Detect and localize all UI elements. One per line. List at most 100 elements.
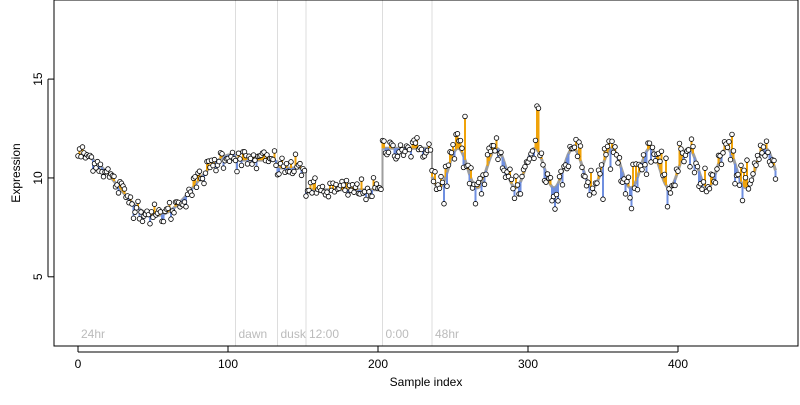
data-point [133,205,140,211]
data-point [571,144,578,150]
plot-frame [53,0,799,347]
data-point [643,171,650,177]
data-point [219,151,225,157]
data-point [151,201,158,207]
data-point [451,156,458,162]
data-point [495,156,501,163]
data-point [556,173,563,180]
data-point [271,148,278,154]
data-point [270,156,276,163]
data-point [193,184,200,190]
data-point [667,190,674,196]
data-point [535,105,542,112]
phase-label-5: 48hr [435,327,459,341]
data-point [213,167,219,174]
data-point [690,143,696,150]
data-point [609,138,615,145]
data-point [639,166,645,173]
data-point [739,197,746,204]
data-point [487,148,494,155]
data-point [363,196,369,203]
data-point [181,199,188,205]
data-point [301,167,308,174]
data-point [589,185,596,192]
data-point [663,155,669,161]
data-point [510,185,516,192]
phase-label-2: dusk [281,327,307,341]
data-point [88,154,95,160]
data-point [772,176,779,182]
data-point [445,162,452,168]
data-point [627,195,633,201]
data-point [472,201,479,207]
data-point [481,181,488,188]
data-point [298,172,305,179]
x-tick-label: 400 [668,357,688,371]
data-point [597,171,603,177]
data-point [139,218,146,225]
data-point [432,169,438,175]
data-point [640,152,647,158]
data-point [661,171,668,178]
data-point [694,163,701,170]
data-point [579,164,585,171]
data-point [394,153,401,160]
data-point [735,171,741,178]
phase-label-0: 24hr [81,327,105,341]
data-point [390,142,396,149]
data-point [540,162,546,168]
data-point [238,162,245,169]
data-point [484,152,491,158]
data-point [165,205,171,212]
data-point [514,182,521,188]
data-point [192,174,198,180]
data-point [594,180,600,186]
data-point [244,161,251,167]
data-point [160,218,167,225]
y-axis-label: Expression [9,143,23,202]
data-point [712,180,719,186]
x-axis: 0 100 200 300 400 [75,346,688,371]
data-point [687,164,693,170]
data-point [211,156,218,163]
data-point [444,183,450,189]
data-point [129,201,135,207]
data-point [147,221,153,227]
data-point [397,142,404,148]
data-point [730,148,737,154]
phase-label-3: 12:00 [309,327,339,341]
data-point [402,148,408,155]
data-point [622,191,629,197]
data-point [565,163,572,170]
data-point [229,149,236,156]
data-point [292,151,299,157]
y-tick-label: 5 [31,273,45,280]
data-point [438,173,444,180]
data-point [600,196,606,202]
data-point [121,186,128,192]
data-point [370,175,377,181]
data-point [507,166,513,172]
data-point [441,201,447,207]
data-point [303,193,309,199]
data-point [634,186,641,193]
data-point [235,150,242,156]
data-point [196,168,203,174]
data-point [675,168,681,174]
data-point [408,154,414,160]
data-point [526,156,533,162]
data-point [748,177,755,183]
data-point [378,186,384,193]
data-point [414,135,420,141]
data-point [738,162,744,169]
data-point [418,146,425,153]
data-point [283,160,290,167]
data-point [604,143,611,150]
data-point [646,140,653,146]
data-point [157,209,164,215]
data-point [459,145,465,151]
data-point [90,168,96,174]
data-point [498,149,504,156]
